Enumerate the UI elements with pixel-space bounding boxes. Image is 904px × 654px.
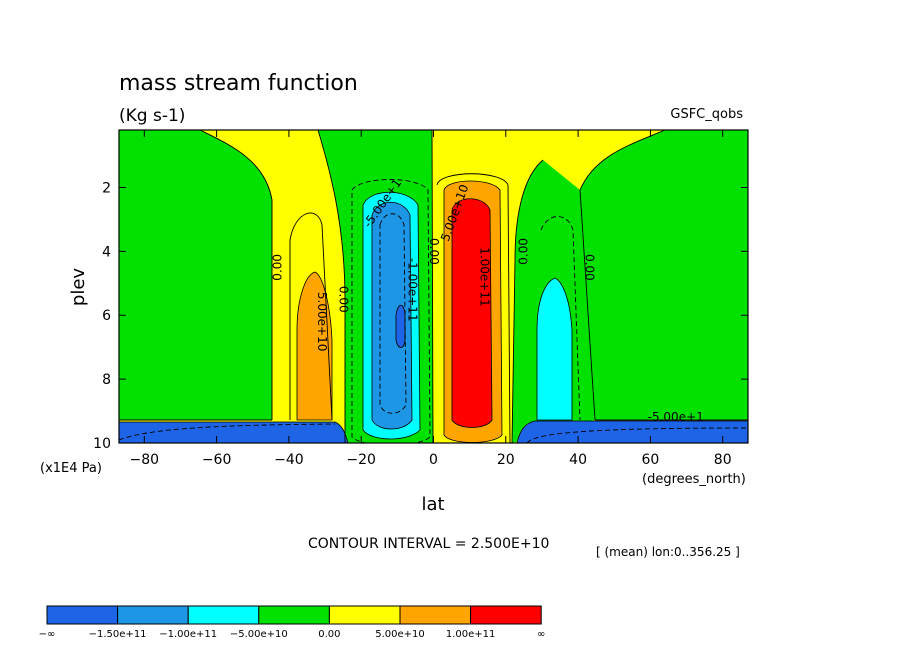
contour-label: -5.00e+1 [648, 410, 704, 424]
colorbar-swatch [187, 605, 260, 625]
contour-label: 0.00 [516, 238, 530, 265]
red-cell-north [451, 198, 493, 428]
contour-label: 1.00e+11 [478, 247, 492, 306]
surface-band-south [119, 421, 349, 443]
y-tick-label: 8 [102, 372, 111, 388]
x-tick-label: 20 [497, 452, 515, 468]
colorbar-swatch [46, 605, 119, 625]
colorbar-label: −1.50e+11 [89, 629, 147, 640]
x-axis: −80 −60 −40 −20 0 20 40 60 80 [130, 130, 732, 468]
x-tick-label: 0 [429, 452, 438, 468]
y-units-label: (x1E4 Pa) [40, 461, 102, 476]
contour-label: 0.00 [337, 286, 351, 313]
orange-cell-south [296, 271, 333, 421]
colorbar-label: 5.00e+10 [375, 629, 425, 640]
x-tick-label: 80 [714, 452, 732, 468]
green-region-south [119, 130, 272, 420]
colorbar-label: 0.00 [318, 629, 340, 640]
x-tick-label: 60 [641, 452, 659, 468]
green-region-north [580, 130, 748, 420]
mean-text: [ (mean) lon:0..356.25 ] [596, 545, 740, 559]
colorbar-swatch [117, 605, 189, 625]
colorbar-label: ∞ [537, 629, 545, 640]
contour-label: 0.00 [271, 254, 285, 281]
y-axis: 2 4 6 8 10 [93, 180, 748, 452]
x-tick-label: −80 [130, 452, 160, 468]
x-axis-title: lat [421, 494, 444, 515]
contour-interval-text: CONTOUR INTERVAL = 2.500E+10 [308, 536, 549, 552]
x-tick-label: 40 [569, 452, 587, 468]
y-tick-label: 6 [102, 308, 111, 324]
contour-label: 5.00e+10 [315, 292, 329, 351]
x-tick-label: −40 [274, 452, 304, 468]
surface-band-north [516, 420, 748, 443]
x-tick-label: −20 [346, 452, 376, 468]
contour-label: -1.00e+11 [405, 258, 419, 322]
y-tick-label: 2 [102, 180, 111, 196]
cyan-cell-north [536, 277, 573, 421]
contour-label: 0.00 [427, 238, 441, 265]
colorbar: −∞ −1.50e+11 −1.00e+11 −5.00e+10 0.00 5.00e+1… [39, 605, 545, 640]
colorbar-swatch [399, 605, 472, 625]
blue-cell-south [371, 201, 413, 430]
colorbar-label: 1.00e+11 [446, 629, 496, 640]
colorbar-label: −1.00e+11 [159, 629, 217, 640]
colorbar-swatch [470, 605, 542, 625]
plot-area: 0.000.005.00e+10-5.00e+1-1.00e+110.005.0… [119, 130, 748, 443]
colorbar-swatch [328, 605, 401, 625]
core-south [395, 304, 406, 348]
colorbar-label: −∞ [39, 629, 56, 640]
x-tick-label: −60 [202, 452, 232, 468]
y-tick-label: 10 [93, 436, 111, 452]
colorbar-swatch [258, 605, 330, 625]
x-units-label: (degrees_north) [642, 472, 746, 487]
dataset-label: GSFC_qobs [670, 107, 743, 122]
positive-contours [119, 130, 748, 443]
contour-label: 0.00 [582, 254, 596, 281]
y-tick-label: 4 [102, 244, 111, 260]
colorbar-label: −5.00e+10 [230, 629, 288, 640]
y-axis-title: plev [68, 268, 89, 307]
units-label: (Kg s-1) [119, 106, 185, 126]
chart-title: mass stream function [119, 71, 358, 96]
